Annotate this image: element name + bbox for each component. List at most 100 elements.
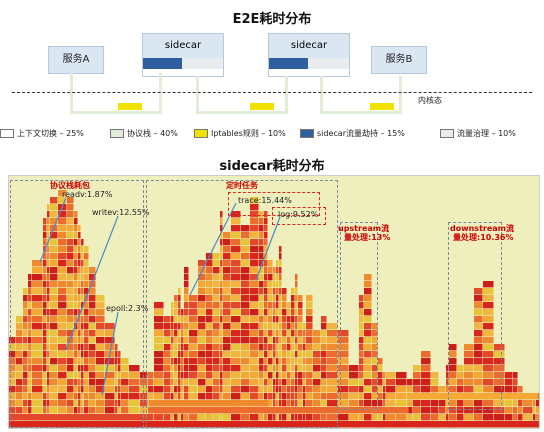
flame-frame [223, 351, 231, 358]
flame-frame [32, 316, 43, 323]
flame-frame [171, 344, 174, 351]
flame-frame [483, 330, 494, 337]
flame-frame [213, 344, 220, 351]
flame-frame [279, 365, 282, 372]
flame-frame [32, 386, 43, 393]
flame-frame [483, 414, 494, 421]
flame-frame [171, 337, 174, 344]
flame-frame [118, 372, 121, 379]
flame-frame [446, 372, 449, 379]
flame-frame [84, 407, 89, 414]
flame-frame [494, 386, 505, 393]
flame-frame [23, 330, 28, 337]
flame-frame [313, 351, 321, 358]
flame-frame [184, 274, 189, 281]
sidecar-left-hijack-bar [143, 58, 182, 69]
flame-frame [241, 414, 250, 421]
flame-frame [287, 351, 291, 358]
flame-frame [287, 365, 291, 372]
flame-frame [250, 260, 259, 267]
flame-frame [32, 260, 43, 267]
flame-frame [23, 337, 28, 344]
flame-frame [407, 407, 413, 414]
flame-frame [178, 295, 181, 302]
flame-frame [279, 400, 282, 407]
flame-frame [43, 372, 47, 379]
flame-frame [421, 414, 431, 421]
flame-frame [536, 414, 539, 421]
flame-frame [518, 400, 523, 407]
flame-frame [298, 372, 303, 379]
flame-frame [279, 344, 282, 351]
flame-frame [273, 386, 276, 393]
sidecar-left-label: sidecar [143, 34, 223, 58]
flame-frame [58, 400, 67, 407]
flame-frame [295, 358, 298, 365]
flame-frame [23, 358, 28, 365]
flame-frame [32, 309, 43, 316]
flame-frame [223, 337, 231, 344]
flame-frame [259, 295, 264, 302]
flame-frame [327, 351, 338, 358]
flame-frame [28, 330, 32, 337]
flame-frame [198, 365, 206, 372]
flame-frame [89, 407, 96, 414]
flame-frame [295, 274, 298, 281]
flame-frame [206, 323, 213, 330]
flame-frame [327, 386, 338, 393]
flame-frame [282, 288, 287, 295]
flame-frame [279, 379, 282, 386]
flame-frame [118, 393, 121, 400]
flame-frame [449, 386, 457, 393]
flame-frame [231, 309, 241, 316]
flame-frame [241, 358, 250, 365]
flame-frame [47, 407, 50, 414]
flame-frame [181, 379, 184, 386]
flame-frame [287, 358, 291, 365]
flame-frame [250, 253, 259, 260]
flame-frame [536, 400, 539, 407]
flame-frame [264, 295, 268, 302]
flame-frame [47, 365, 50, 372]
flame-frame [174, 358, 178, 365]
flame-frame [313, 337, 321, 344]
legend-item: 流量治理 – 10% [440, 128, 516, 139]
flame-frame [359, 330, 364, 337]
flame-frame [250, 288, 259, 295]
flame-frame [457, 372, 464, 379]
flame-frame [28, 379, 32, 386]
flame-frame [23, 379, 28, 386]
flame-frame [338, 386, 349, 393]
flame-frame [174, 295, 178, 302]
flame-frame [67, 386, 74, 393]
flame-frame [171, 309, 174, 316]
flame-frame [250, 232, 259, 239]
flame-frame [264, 211, 268, 218]
flame-frame [231, 379, 241, 386]
flame-frame [16, 400, 23, 407]
flame-frame [164, 358, 171, 365]
flame-frame [241, 309, 250, 316]
flame-frame [327, 414, 338, 421]
flame-frame [386, 393, 396, 400]
flame-frame [303, 386, 306, 393]
flame-frame [198, 330, 206, 337]
flame-frame [50, 372, 58, 379]
flame-frame [154, 344, 164, 351]
flame-frame [291, 337, 295, 344]
flame-frame [276, 323, 279, 330]
flame-frame [431, 379, 439, 386]
flame-frame [273, 351, 276, 358]
flame-frame [58, 344, 67, 351]
flame-frame [494, 400, 505, 407]
flame-frame [279, 302, 282, 309]
flame-frame [74, 393, 78, 400]
flame-frame [220, 344, 223, 351]
flame-frame [47, 330, 50, 337]
flame-frame [154, 372, 164, 379]
flame-frame [58, 323, 67, 330]
flame-frame [81, 400, 84, 407]
flame-frame [321, 351, 327, 358]
flame-frame [268, 365, 273, 372]
flame-frame [67, 400, 74, 407]
